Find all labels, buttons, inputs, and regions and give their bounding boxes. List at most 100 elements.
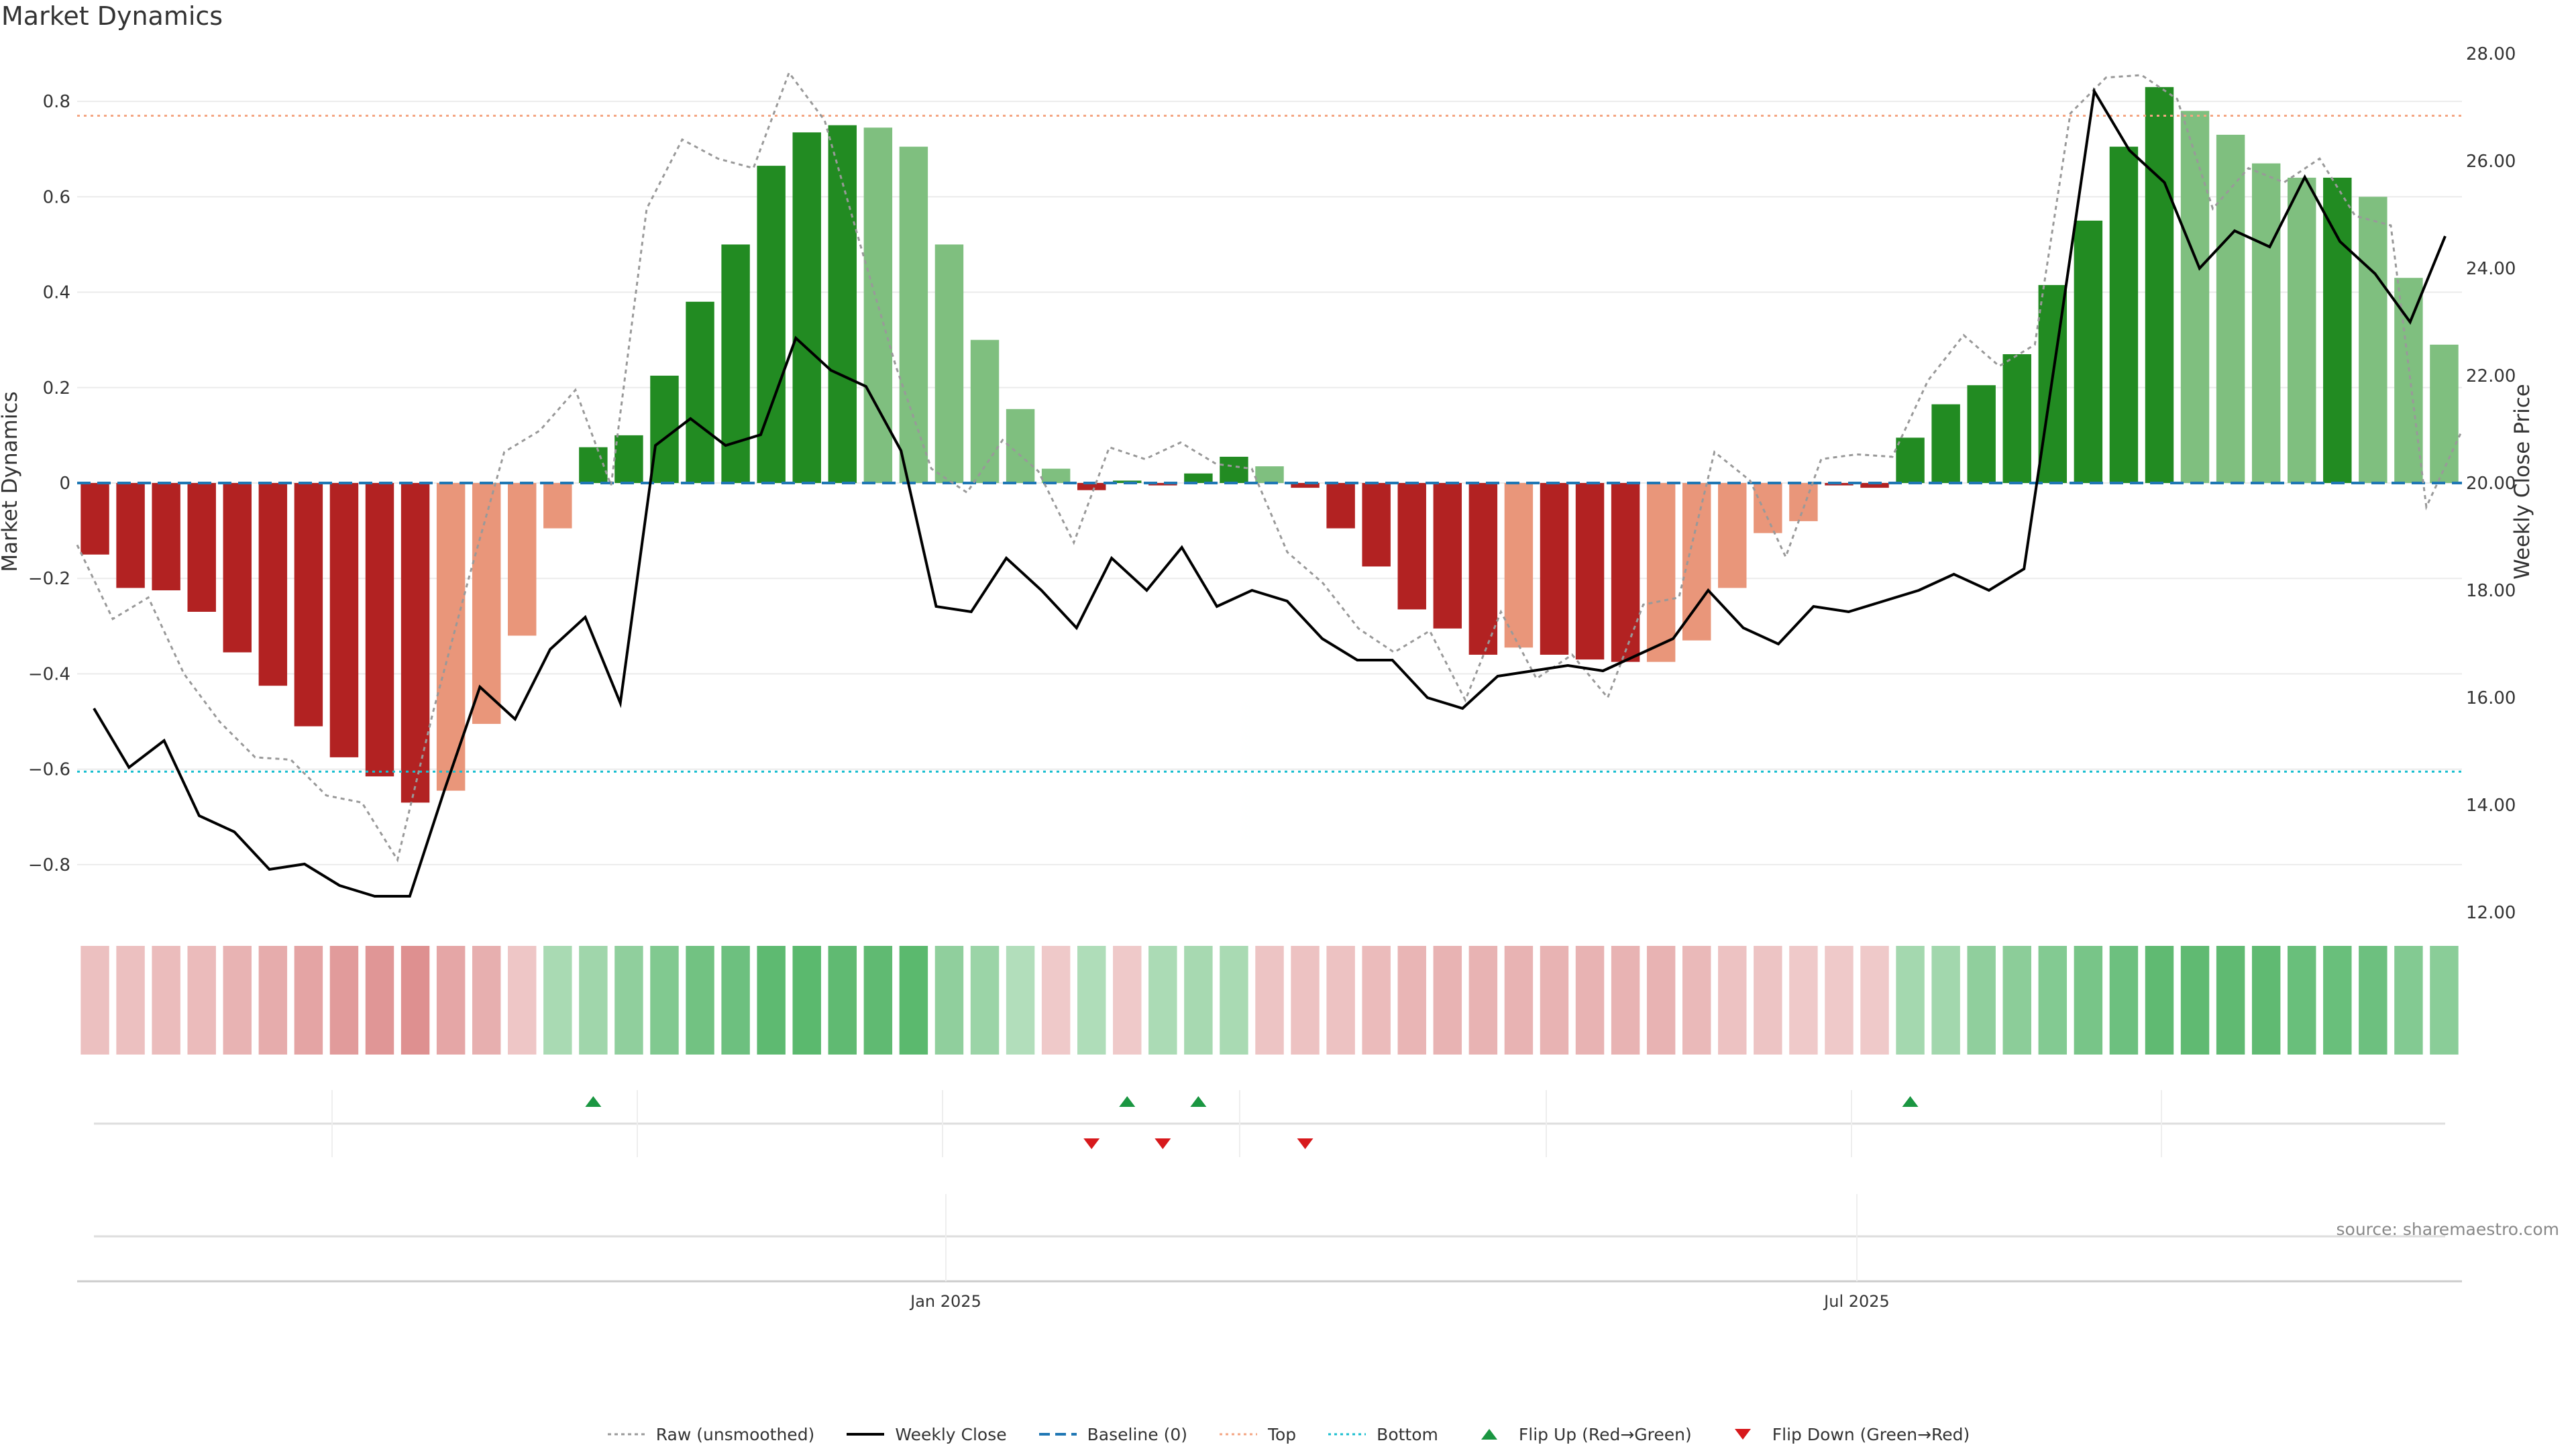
bar-market-dynamics	[1326, 483, 1355, 529]
legend-item: Weekly Close	[845, 1425, 1007, 1444]
intensity-cell	[614, 946, 643, 1055]
intensity-cell	[828, 946, 857, 1055]
intensity-cell	[2288, 946, 2316, 1055]
y2-tick-label: 18.00	[2466, 581, 2516, 601]
bar-market-dynamics	[1148, 483, 1177, 486]
flip-up-marker	[1902, 1096, 1919, 1107]
flip-down-marker	[1155, 1138, 1171, 1149]
intensity-cell	[2359, 946, 2387, 1055]
bar-market-dynamics	[223, 483, 252, 653]
intensity-cell	[792, 946, 821, 1055]
intensity-cell	[2323, 946, 2352, 1055]
bar-market-dynamics	[2109, 146, 2139, 483]
intensity-cell	[1967, 946, 1996, 1055]
legend-item: Raw (unsmoothed)	[606, 1424, 815, 1444]
y-tick-label: 0.6	[43, 187, 70, 207]
bar-market-dynamics	[2074, 220, 2103, 483]
intensity-cell	[294, 946, 323, 1055]
flip-up-marker	[1119, 1096, 1136, 1107]
intensity-cell	[258, 946, 288, 1055]
intensity-cell	[1825, 946, 1854, 1055]
bar-market-dynamics	[152, 483, 180, 590]
bar-market-dynamics	[2216, 134, 2245, 483]
legend-swatch-icon	[1481, 1429, 1497, 1440]
intensity-cell	[579, 946, 608, 1055]
intensity-cell	[1611, 946, 1640, 1055]
legend-label: Baseline (0)	[1087, 1424, 1187, 1444]
bar-market-dynamics	[686, 301, 714, 483]
intensity-cell	[1540, 946, 1569, 1055]
intensity-cell	[472, 946, 501, 1055]
bar-market-dynamics	[1220, 456, 1248, 483]
bar-market-dynamics	[1504, 483, 1534, 648]
bar-market-dynamics	[1433, 483, 1462, 629]
intensity-cell	[934, 946, 964, 1055]
raw-series-line	[76, 70, 2463, 863]
intensity-cell	[152, 946, 180, 1055]
bar-market-dynamics	[934, 244, 964, 483]
flip-down-marker	[1297, 1138, 1313, 1149]
intensity-cell	[1291, 946, 1320, 1055]
y-tick-label: 0	[59, 474, 70, 494]
legend: Raw (unsmoothed) Weekly Close Baseline (0)…	[0, 1422, 2576, 1446]
intensity-cell	[1326, 946, 1355, 1055]
y-tick-label: 0.4	[43, 283, 70, 303]
intensity-cell	[721, 946, 750, 1055]
bar-market-dynamics	[2002, 354, 2031, 483]
flip-up-marker	[1190, 1096, 1207, 1107]
chart-title: Market Dynamics	[1, 1, 223, 31]
legend-label: Bottom	[1377, 1424, 1438, 1444]
bar-market-dynamics	[1468, 483, 1498, 655]
weekly-close-line	[93, 87, 2447, 898]
intensity-cell	[1682, 946, 1711, 1055]
bar-market-dynamics	[543, 483, 572, 529]
intensity-cell	[1931, 946, 1960, 1055]
bar-market-dynamics	[650, 376, 679, 483]
bar-market-dynamics	[1041, 468, 1071, 483]
intensity-cell	[1113, 946, 1142, 1055]
intensity-cell	[1220, 946, 1248, 1055]
bar-market-dynamics	[2359, 197, 2387, 483]
bar-market-dynamics	[1896, 437, 1925, 483]
legend-label: Raw (unsmoothed)	[655, 1424, 815, 1444]
bar-market-dynamics	[258, 483, 288, 686]
y-tick-label: 0.8	[43, 92, 70, 112]
y2-tick-label: 14.00	[2466, 796, 2516, 816]
bar-market-dynamics	[472, 483, 501, 724]
bar-market-dynamics	[187, 483, 216, 612]
bar-market-dynamics	[1646, 483, 1676, 662]
bar-market-dynamics	[508, 483, 537, 636]
bar-market-dynamics	[80, 483, 109, 555]
intensity-cell	[1006, 946, 1035, 1055]
x-tick-label: Jan 2025	[909, 1292, 981, 1311]
y2-tick-label: 22.00	[2466, 366, 2516, 386]
legend-swatch-icon	[1219, 1433, 1257, 1436]
bar-market-dynamics	[2430, 344, 2459, 483]
intensity-cell	[1896, 946, 1925, 1055]
legend-swatch-icon	[1328, 1433, 1366, 1436]
bar-market-dynamics	[614, 435, 643, 483]
intensity-cell	[2002, 946, 2031, 1055]
bar-market-dynamics	[1754, 483, 1782, 533]
y2-tick-label: 26.00	[2466, 152, 2516, 172]
legend-item: Top	[1218, 1425, 1296, 1444]
intensity-cell	[650, 946, 679, 1055]
bar-market-dynamics	[828, 125, 857, 483]
intensity-cell	[1468, 946, 1498, 1055]
y-tick-label: −0.6	[28, 760, 70, 780]
intensity-cell	[1575, 946, 1605, 1055]
legend-item: Bottom	[1327, 1425, 1438, 1444]
bar-market-dynamics	[792, 132, 821, 484]
bar-market-dynamics	[1077, 483, 1106, 490]
bar-market-dynamics	[899, 146, 928, 483]
bar-market-dynamics	[2180, 111, 2210, 484]
intensity-cell	[2251, 946, 2281, 1055]
bar-market-dynamics	[1789, 483, 1818, 521]
legend-label: Top	[1267, 1424, 1297, 1444]
intensity-cell	[2109, 946, 2139, 1055]
intensity-cell	[2145, 946, 2174, 1055]
intensity-cell	[329, 946, 359, 1055]
bar-market-dynamics	[2145, 87, 2174, 483]
intensity-cell	[80, 946, 109, 1055]
y-tick-label: −0.2	[28, 569, 70, 589]
